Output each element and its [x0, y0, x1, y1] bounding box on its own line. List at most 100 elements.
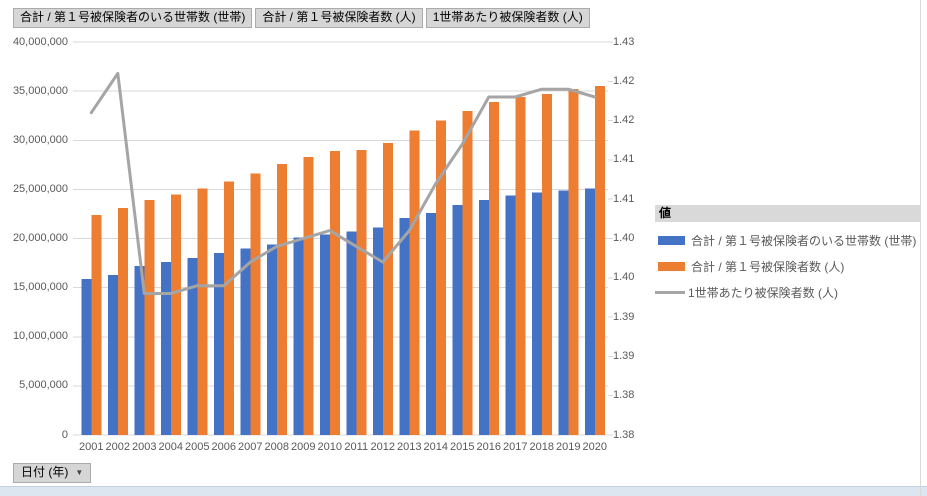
x-axis-label: 2017 — [503, 441, 528, 453]
bar — [568, 89, 579, 435]
left-axis-tick-label: 10,000,000 — [12, 330, 68, 343]
x-axis-label: 2016 — [476, 441, 501, 453]
bar — [515, 97, 526, 435]
right-axis-tick-label: 1.43 — [613, 35, 635, 48]
bar — [223, 181, 234, 435]
bar — [435, 120, 446, 435]
x-axis-label: 2001 — [79, 441, 104, 453]
bar — [303, 157, 314, 435]
bar — [594, 86, 605, 435]
right-axis-tick-label: 1.39 — [613, 310, 635, 323]
left-axis-tick-label: 40,000,000 — [12, 35, 68, 48]
bar — [117, 208, 128, 435]
x-axis-label: 2018 — [529, 441, 554, 453]
bar — [346, 231, 357, 435]
bar — [505, 195, 516, 435]
legend-entry[interactable]: 合計 / 第１号被保険者数 (人) — [655, 258, 921, 274]
right-axis-tick-label: 1.40 — [613, 232, 635, 244]
bar — [409, 130, 420, 435]
bar — [276, 163, 287, 436]
x-axis-label: 2002 — [105, 441, 130, 453]
bar — [187, 258, 198, 435]
bar — [293, 237, 304, 435]
left-axis-tick-label: 20,000,000 — [12, 232, 68, 244]
right-axis-tick-label: 1.41 — [613, 192, 635, 205]
legend-entry-label: 1世帯あたり被保険者数 (人) — [688, 285, 839, 300]
bar — [134, 266, 145, 435]
bar — [382, 143, 393, 435]
bar — [213, 253, 224, 435]
bar — [91, 214, 102, 435]
bar — [558, 190, 569, 435]
left-axis-tick-label: 25,000,000 — [12, 182, 68, 195]
legend-title: 値 — [655, 205, 921, 222]
x-axis-label: 2013 — [397, 441, 422, 453]
x-axis-label: 2020 — [582, 441, 607, 453]
bar — [541, 94, 552, 435]
bar — [462, 110, 473, 436]
value-field-button-1[interactable]: 合計 / 第１号被保険者数 (人) — [255, 8, 423, 28]
bar — [425, 213, 436, 435]
legend-entries: 合計 / 第１号被保険者のいる世帯数 (世帯) 合計 / 第１号被保険者数 (人)… — [655, 232, 921, 300]
bar — [81, 278, 92, 435]
bar — [240, 248, 251, 435]
value-field-button-2[interactable]: 1世帯あたり被保険者数 (人) — [425, 8, 590, 28]
right-axis-tick-label: 1.38 — [613, 428, 635, 441]
dropdown-arrow-icon: ▼ — [75, 468, 84, 477]
chart-right-border — [920, 0, 921, 496]
x-axis-label: 2010 — [317, 441, 342, 453]
x-axis-label: 2011 — [344, 441, 369, 453]
left-axis-tick-label: 0 — [61, 428, 68, 441]
date-field-button[interactable]: 日付 (年) ▼ — [13, 463, 92, 483]
legend-line-swatch — [655, 290, 685, 294]
bar — [531, 192, 542, 435]
x-axis-label: 2014 — [423, 441, 448, 453]
bar — [452, 205, 463, 435]
legend-entry[interactable]: 合計 / 第１号被保険者のいる世帯数 (世帯) — [655, 232, 921, 248]
bar — [107, 274, 118, 435]
legend-entry[interactable]: 1世帯あたり被保険者数 (人) — [655, 284, 921, 300]
value-field-buttons: 合計 / 第１号被保険者のいる世帯数 (世帯) 合計 / 第１号被保険者数 (人)… — [13, 8, 590, 28]
bar — [356, 150, 367, 435]
x-axis-label: 2019 — [556, 441, 581, 453]
right-axis-tick-label: 1.42 — [613, 114, 635, 127]
x-axis-label: 2008 — [264, 441, 289, 453]
legend-entry-label: 合計 / 第１号被保険者のいる世帯数 (世帯) — [691, 233, 917, 248]
bar — [329, 151, 340, 435]
right-axis-tick-label: 1.41 — [613, 153, 635, 166]
legend-bar-swatch — [658, 235, 685, 245]
x-axis-label: 2009 — [291, 441, 316, 453]
right-axis-tick-label: 1.39 — [613, 349, 635, 362]
bar — [584, 188, 595, 435]
left-axis-tick-label: 5,000,000 — [19, 379, 68, 392]
x-axis-label: 2012 — [370, 441, 395, 453]
bar-series-0 — [81, 188, 595, 435]
bar — [250, 173, 261, 435]
left-axis-tick-label: 35,000,000 — [12, 84, 68, 97]
bar — [266, 244, 277, 435]
legend-bar-swatch — [658, 261, 685, 271]
bar — [399, 217, 410, 435]
x-axis-label: 2007 — [238, 441, 263, 453]
bar — [160, 262, 171, 435]
left-axis-tick-label: 15,000,000 — [12, 281, 68, 294]
bar — [197, 188, 208, 435]
bar — [144, 200, 155, 435]
bar — [170, 194, 181, 435]
legend: 値 合計 / 第１号被保険者のいる世帯数 (世帯) 合計 / 第１号被保険者数 (… — [655, 205, 921, 300]
bar-series-1 — [91, 86, 605, 436]
x-axis-label: 2003 — [132, 441, 157, 453]
date-field-label: 日付 (年) — [21, 465, 69, 479]
x-axis-label: 2015 — [450, 441, 475, 453]
bar — [319, 234, 330, 435]
bar — [372, 227, 383, 435]
left-axis-tick-label: 30,000,000 — [12, 133, 68, 146]
value-field-button-0[interactable]: 合計 / 第１号被保険者のいる世帯数 (世帯) — [13, 8, 253, 28]
bar — [488, 101, 499, 436]
bottom-strip — [0, 486, 927, 496]
right-axis-tick-label: 1.40 — [613, 271, 635, 284]
x-axis-label: 2005 — [185, 441, 210, 453]
bar — [478, 200, 489, 435]
